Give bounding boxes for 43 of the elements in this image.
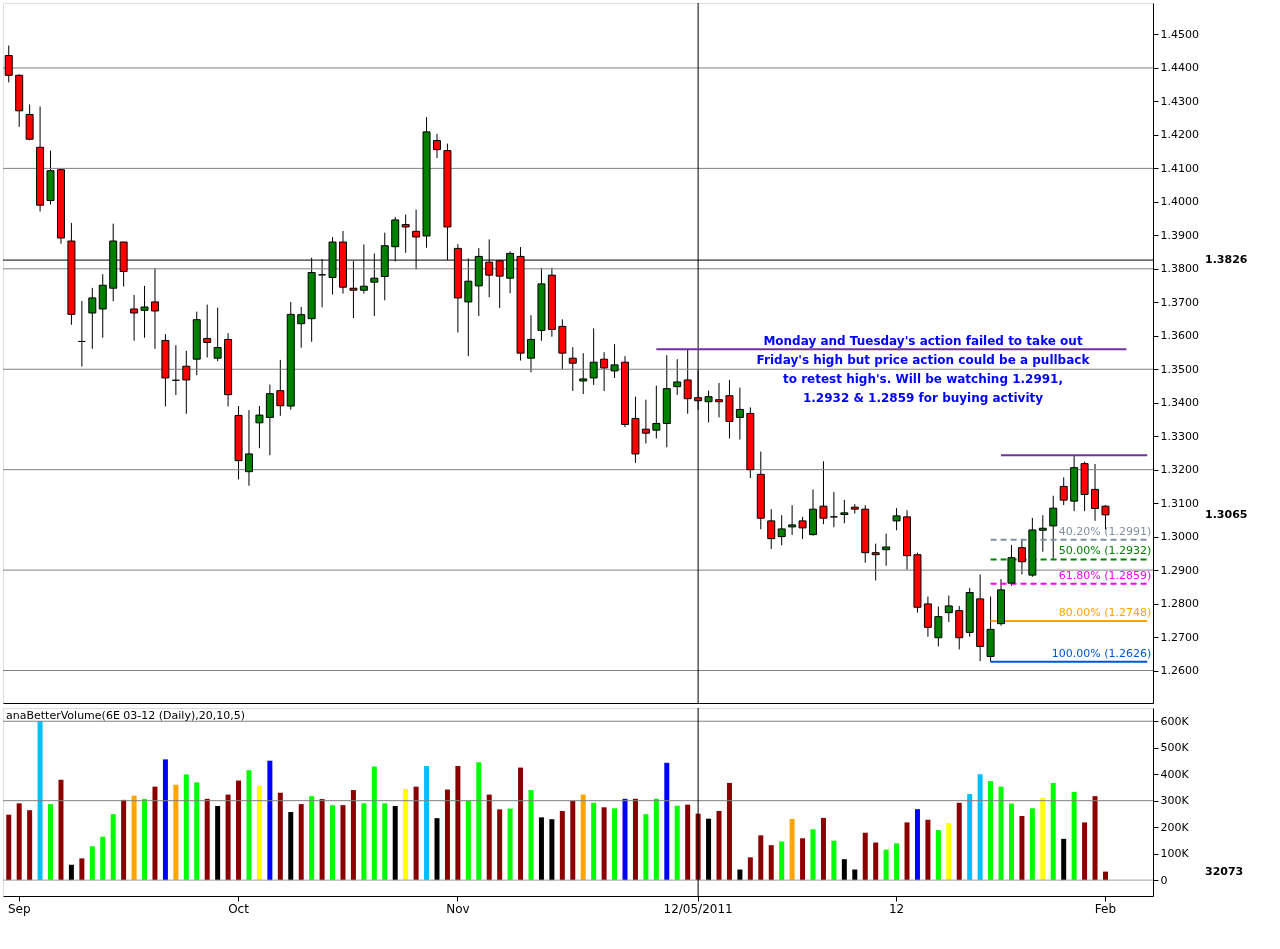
y-tick-label: 1.3500 <box>1160 362 1199 376</box>
y-tick-label: 1.3100 <box>1160 496 1199 510</box>
x-tick-label: 12/05/2011 <box>663 901 733 916</box>
x-tick-label: Nov <box>446 901 470 916</box>
y-tick-label: 1.2800 <box>1160 597 1199 611</box>
annotation: Monday and Tuesday's action failed to take out Friday's high but price action could be a pullback to retest high's. Will be watching 1.2991, 1.2932 & 1.2859 for buying activity <box>756 333 1091 405</box>
x-tick-label: Oct <box>228 901 250 916</box>
y-tick-label: 1.3700 <box>1160 295 1199 309</box>
y-tick-label: 1.3600 <box>1160 329 1199 343</box>
x-tick-label: Feb <box>1094 901 1117 916</box>
y-tick-label: 1.3300 <box>1160 429 1199 443</box>
series-label: 40.20% (1.2991) <box>1058 524 1152 538</box>
chart-title: anaBetterVolume(6E 03-12 (Daily),20,10,5) <box>6 709 245 722</box>
y-tick-label: 1.3800 <box>1160 262 1199 276</box>
y-tick-label: 1.2600 <box>1160 664 1199 678</box>
series-label: 61.80% (1.2859) <box>1058 568 1152 582</box>
text: 32073 <box>1205 864 1244 878</box>
y-tick-label: 1.4200 <box>1160 128 1199 142</box>
y-tick-label: 600K <box>1160 714 1190 728</box>
y-tick-label: 1.2700 <box>1160 630 1199 644</box>
y-tick-label: 1.4400 <box>1160 61 1199 75</box>
y-tick-label: 0 <box>1160 873 1168 887</box>
y-tick-label: 200K <box>1160 820 1190 834</box>
series-label: 100.00% (1.2626) <box>1051 646 1152 660</box>
y-tick-label: 1.4000 <box>1160 195 1199 209</box>
x-tick-label: Sep <box>7 901 31 916</box>
series-label: 80.00% (1.2748) <box>1058 605 1152 619</box>
text: 1.3065 <box>1205 507 1248 521</box>
series-label: 50.00% (1.2932) <box>1058 544 1152 558</box>
y-tick-label: 1.3400 <box>1160 396 1199 410</box>
y-tick-label: 300K <box>1160 794 1190 808</box>
y-tick-label: 1.4500 <box>1160 27 1199 41</box>
y-tick-label: 1.3200 <box>1160 463 1199 477</box>
y-tick-label: 100K <box>1160 847 1190 861</box>
ref-line-label: 1.3826 <box>1205 253 1248 267</box>
y-tick-label: 500K <box>1160 741 1190 755</box>
y-tick-label: 1.4300 <box>1160 94 1199 108</box>
y-tick-label: 1.2900 <box>1160 563 1199 577</box>
y-tick-label: 1.3900 <box>1160 228 1199 242</box>
y-tick-label: 400K <box>1160 767 1190 781</box>
y-tick-label: 1.4100 <box>1160 161 1199 175</box>
y-tick-label: 1.3000 <box>1160 530 1199 544</box>
x-tick-label: 12 <box>888 901 905 916</box>
